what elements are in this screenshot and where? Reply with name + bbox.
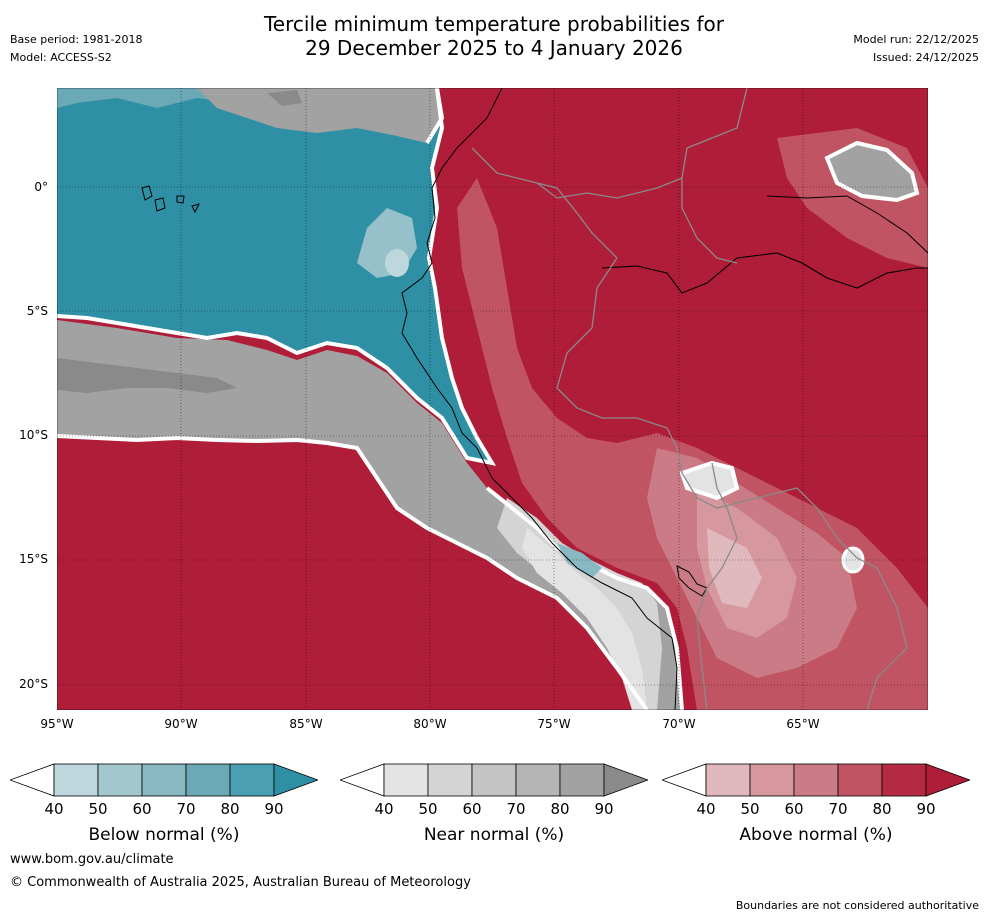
coastline [401,88,678,710]
website-link[interactable]: www.bom.gov.au/climate [10,852,174,867]
boundaries-disclaimer: Boundaries are not considered authoritat… [735,899,979,912]
near-swatch-under [340,763,385,797]
below-swatch-over [273,763,318,797]
probability-map [57,88,928,710]
near-swatch-4 [515,763,561,797]
above-tick-70: 70 [828,800,848,818]
lat-label-20s: 20°S [19,677,48,691]
region-near-normal-north [197,88,442,143]
near-swatch-1 [383,763,429,797]
above-tick-50: 50 [740,800,760,818]
northern-river [766,195,928,254]
base-period: Base period: 1981-2018 [10,33,143,46]
colorbar-below [10,763,318,797]
region-below-normal-ocean [57,88,492,463]
below-tick-80: 80 [220,800,240,818]
contour-near-threshold [57,434,649,710]
near-tick-80: 80 [550,800,570,818]
below-swatch-3 [141,763,187,797]
near-tick-40: 40 [374,800,394,818]
below-tick-90: 90 [264,800,284,818]
lat-label-15s: 15°S [19,552,48,566]
copyright-text: © Commonwealth of Australia 2025, Austra… [10,875,471,890]
lat-label-0: 0° [34,180,48,194]
below-tick-70: 70 [176,800,196,818]
below-swatch-4 [185,763,231,797]
below-swatch-under [10,763,55,797]
region-above-normal-pink-4 [707,528,762,608]
near-swatch-5 [559,763,605,797]
issued-date: Issued: 24/12/2025 [872,51,979,64]
colorbar-above [662,763,970,797]
country-borders [471,88,908,710]
region-below-fringe-3 [385,249,409,277]
title-line-1: Tercile minimum temperature probabilitie… [263,12,725,36]
near-tick-70: 70 [506,800,526,818]
title-line-2: 29 December 2025 to 4 January 2026 [305,36,683,60]
colorbar-near-label: Near normal (%) [423,825,565,845]
colorbar-above-label: Above normal (%) [739,825,893,845]
lat-label-10s: 10°S [19,428,48,442]
region-near-normal-north-dark [267,90,302,106]
below-swatch-2 [97,763,143,797]
above-swatch-5 [881,763,927,797]
near-swatch-2 [427,763,473,797]
meta-left: Base period: 1981-2018 Model: ACCESS-S2 [10,31,142,67]
lon-label-70w: 70°W [662,717,696,731]
above-swatch-1 [705,763,751,797]
lon-label-85w: 85°W [289,717,323,731]
colorbar-near [340,763,648,797]
galapagos-islands [141,185,200,214]
lon-label-65w: 65°W [786,717,820,731]
near-tick-50: 50 [418,800,438,818]
lon-label-90w: 90°W [164,717,198,731]
region-below-coastal [557,543,602,578]
map-title: Tercile minimum temperature probabilitie… [0,12,988,60]
below-swatch-1 [53,763,99,797]
near-swatch-3 [471,763,517,797]
above-swatch-3 [793,763,839,797]
region-near-normal-band [57,320,682,710]
above-swatch-under [662,763,707,797]
below-tick-50: 50 [88,800,108,818]
above-swatch-4 [837,763,883,797]
colorbar-below-label: Below normal (%) [88,825,240,845]
above-tick-40: 40 [696,800,716,818]
lon-label-75w: 75°W [537,717,571,731]
lon-label-80w: 80°W [413,717,447,731]
above-swatch-2 [749,763,795,797]
below-swatch-5 [229,763,275,797]
model-name: Model: ACCESS-S2 [10,51,112,64]
near-tick-60: 60 [462,800,482,818]
region-near-normal-ne [824,140,920,203]
above-tick-80: 80 [872,800,892,818]
graticule [57,88,928,710]
below-tick-40: 40 [44,800,64,818]
above-tick-90: 90 [916,800,936,818]
region-near-normal-band-dark [57,358,237,393]
above-swatch-over [925,763,970,797]
near-tick-90: 90 [594,800,614,818]
lat-label-5s: 5°S [26,304,48,318]
lon-label-95w: 95°W [40,717,74,731]
above-tick-60: 60 [784,800,804,818]
amazon-river [601,252,928,294]
meta-right: Model run: 22/12/2025 Issued: 24/12/2025 [853,31,979,67]
below-tick-60: 60 [132,800,152,818]
lake-titicaca [676,565,708,597]
model-run: Model run: 22/12/2025 [853,33,979,46]
near-swatch-over [603,763,648,797]
